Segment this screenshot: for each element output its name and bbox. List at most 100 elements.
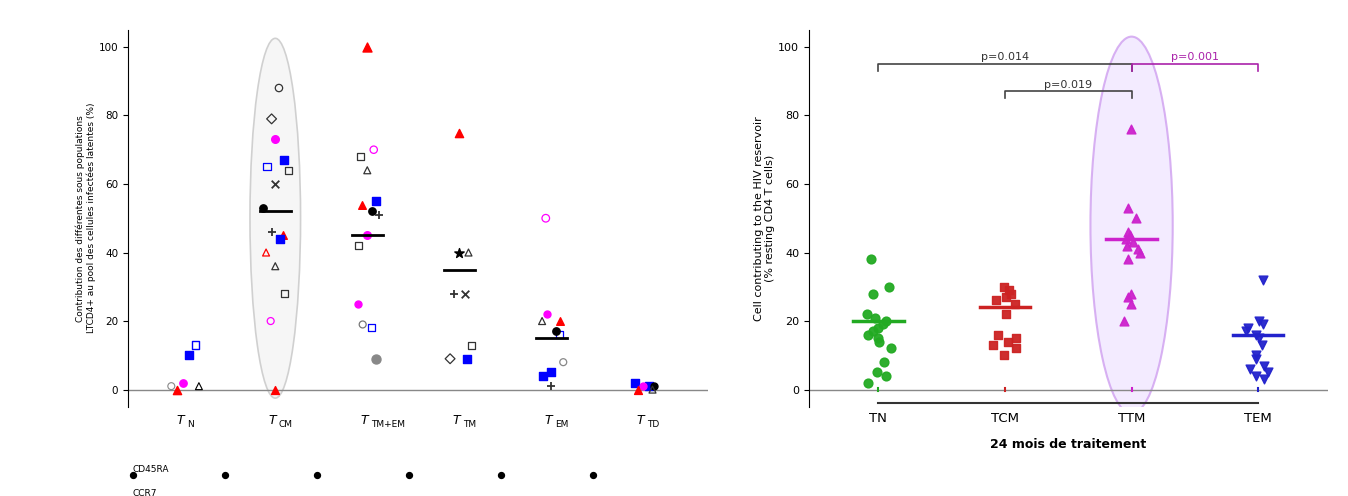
Point [365,197,387,205]
Point [624,379,646,387]
Point [638,382,659,390]
Point [449,128,470,136]
Point [272,156,294,164]
Point [1252,375,1274,383]
Point [449,248,470,256]
Point [985,297,1007,305]
Point [537,310,558,318]
Point [1123,238,1144,246]
Point [264,385,286,393]
Point [1239,365,1260,373]
Point [860,255,882,263]
Text: TM: TM [462,421,476,430]
Point [857,331,879,339]
Point [264,262,286,270]
Ellipse shape [249,38,301,398]
Point [872,320,894,328]
Point [1258,369,1279,376]
Text: CM: CM [279,421,293,430]
Point [306,471,328,479]
Point [1252,320,1274,328]
Point [260,228,282,236]
Point [1120,290,1142,298]
Point [121,471,143,479]
Point [875,372,896,380]
Point [260,317,282,325]
Point [268,84,290,92]
Point [1117,255,1139,263]
Text: p=0.014: p=0.014 [981,52,1029,62]
Point [1254,362,1275,370]
Point [549,331,570,339]
Point [173,379,194,387]
Point [1235,327,1256,335]
Point [1120,125,1142,133]
Point [361,207,383,215]
Point [214,471,236,479]
Point [874,358,895,366]
Point [1006,334,1027,342]
Point [1120,300,1142,308]
Point [999,286,1020,294]
Point [439,355,461,363]
Point [1006,345,1027,353]
Point [264,180,286,188]
Point [868,334,890,342]
Point [535,214,557,222]
Point [252,204,274,212]
Text: T: T [636,414,644,427]
Text: CD45RA: CD45RA [132,465,168,474]
Point [627,385,648,393]
Point [255,248,276,256]
Point [185,341,206,349]
Text: T: T [453,414,460,427]
Point [1252,276,1274,284]
Point [545,327,566,335]
Point [864,313,886,321]
Point [995,293,1016,301]
Point [348,242,369,249]
Point [863,290,884,298]
Point [550,317,572,325]
Point [1124,214,1146,222]
Point [541,369,562,376]
Point [1116,242,1138,249]
Point [868,338,890,346]
Point [582,471,604,479]
Text: T: T [268,414,276,427]
Point [1248,334,1270,342]
Point [1246,372,1267,380]
Point [857,379,879,387]
Point [993,283,1015,291]
Point [1237,324,1259,332]
Point [996,338,1018,346]
Point [865,369,887,376]
Point [270,235,291,243]
Point [983,341,1004,349]
Point [274,290,295,298]
Point [868,324,890,332]
Point [1000,290,1022,298]
Point [461,341,483,349]
Point [368,211,390,219]
Point [352,320,373,328]
Text: T: T [361,414,368,427]
Point [260,115,282,123]
Point [553,358,574,366]
Point [1246,331,1267,339]
Point [643,382,665,390]
Point [1120,232,1142,240]
Point [272,232,294,240]
Y-axis label: Contribution des différentes sous populations
LTCD4+ au pool des cellules infect: Contribution des différentes sous popula… [75,103,96,333]
Point [1115,235,1136,243]
Point [256,163,278,171]
Point [356,166,377,174]
Point [458,248,480,256]
Point [454,290,476,298]
Point [278,166,299,174]
Text: TD: TD [647,421,659,430]
Point [632,382,654,390]
Point [541,382,562,390]
Point [987,331,1008,339]
Text: T: T [177,414,185,427]
